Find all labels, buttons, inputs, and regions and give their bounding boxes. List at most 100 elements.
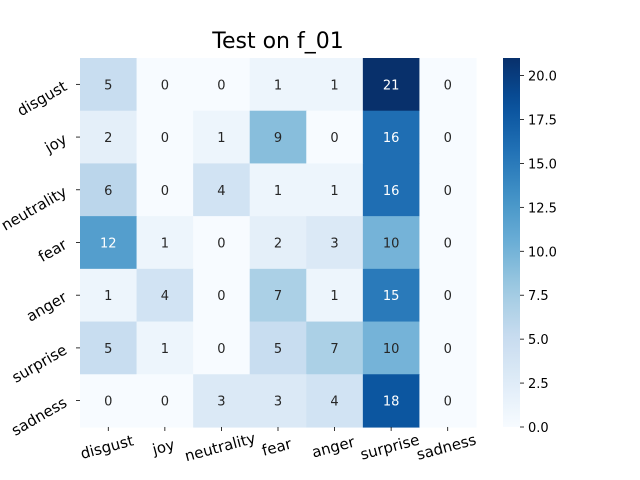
cell-value-label: 5 bbox=[274, 342, 282, 357]
x-tick-label: joy bbox=[150, 436, 177, 459]
cell-value-label: 1 bbox=[330, 184, 338, 199]
y-tick-label: fear bbox=[35, 235, 71, 266]
heatmap-cell bbox=[136, 321, 194, 375]
colorbar-tick-label: 10.0 bbox=[528, 245, 557, 260]
cell-value-label: 1 bbox=[274, 78, 282, 93]
heatmap-cells: 5 0 0 1 1 21 02 0 1 9 0 16 06 0 4 1 1 16 012 1 0 2 3 10 01 4 0 7 1 15… bbox=[80, 58, 477, 428]
cell-value-label: 0 bbox=[444, 342, 452, 357]
heatmap-cell bbox=[306, 374, 364, 428]
heatmap-cell bbox=[419, 374, 477, 428]
x-tick-label: neutrality bbox=[183, 429, 258, 465]
heatmap-cell bbox=[362, 110, 421, 165]
cell-value-label: 1 bbox=[161, 342, 169, 357]
heatmap-cell bbox=[362, 163, 421, 217]
cell-value-label: 1 bbox=[161, 236, 169, 251]
cell-value-label: 4 bbox=[217, 184, 225, 199]
colorbar-tick-label: 7.5 bbox=[528, 289, 549, 304]
heatmap-cell bbox=[306, 321, 364, 375]
cell-value-label: 4 bbox=[161, 289, 169, 304]
cell-value-label: 0 bbox=[217, 289, 225, 304]
cell-value-label: 0 bbox=[161, 395, 169, 410]
x-tick-label: fear bbox=[260, 434, 294, 459]
heatmap-cell bbox=[249, 110, 307, 165]
heatmap-cell bbox=[193, 268, 251, 323]
heatmap-cell bbox=[306, 163, 364, 217]
cell-value-label: 6 bbox=[104, 184, 112, 199]
heatmap-cell bbox=[362, 374, 421, 428]
colorbar-tick-label: 12.5 bbox=[528, 201, 557, 216]
heatmap-cell bbox=[193, 374, 251, 428]
heatmap-cell bbox=[193, 216, 251, 270]
heatmap-cell bbox=[136, 110, 194, 165]
cell-value-label: 4 bbox=[330, 395, 338, 410]
cell-value-label: 21 bbox=[383, 78, 400, 93]
y-tick-label: disgust bbox=[14, 77, 70, 120]
cell-value-label: 0 bbox=[217, 78, 225, 93]
colorbar-tick-label: 20.0 bbox=[528, 70, 557, 85]
heatmap-cell bbox=[419, 321, 477, 375]
heatmap-cell bbox=[136, 374, 194, 428]
heatmap-cell bbox=[80, 268, 138, 323]
heatmap-cell bbox=[419, 268, 477, 323]
heatmap-cell bbox=[249, 163, 307, 217]
heatmap-cell bbox=[419, 163, 477, 217]
cell-value-label: 3 bbox=[217, 395, 225, 410]
heatmap-cell bbox=[306, 216, 364, 270]
colorbar-tick-label: 17.5 bbox=[528, 114, 557, 129]
cell-value-label: 1 bbox=[217, 131, 225, 146]
colorbar-ticks: 0.0 2.5 5.0 7.5 10.0 12.5 15.0 17.5 20.0 bbox=[520, 70, 557, 436]
heatmap-cell bbox=[80, 163, 138, 217]
cell-value-label: 0 bbox=[444, 78, 452, 93]
heatmap-cell bbox=[193, 110, 251, 165]
heatmap-cell bbox=[362, 321, 421, 375]
heatmap-cell bbox=[419, 216, 477, 270]
heatmap-cell bbox=[419, 110, 477, 165]
heatmap-cell bbox=[80, 321, 138, 375]
heatmap-cell bbox=[306, 268, 364, 323]
y-tick-label: sadness bbox=[8, 393, 70, 439]
colorbar-tick-label: 0.0 bbox=[528, 421, 549, 436]
heatmap-cell bbox=[80, 110, 138, 165]
heatmap-cell bbox=[249, 58, 307, 112]
cell-value-label: 0 bbox=[444, 236, 452, 251]
heatmap-cell bbox=[249, 216, 307, 270]
y-tick-label: surprise bbox=[9, 341, 70, 387]
cell-value-label: 5 bbox=[104, 78, 112, 93]
cell-value-label: 10 bbox=[383, 236, 400, 251]
cell-value-label: 12 bbox=[100, 236, 117, 251]
cell-value-label: 2 bbox=[104, 131, 112, 146]
heatmap-cell bbox=[136, 216, 194, 270]
y-tick-label: joy bbox=[41, 130, 70, 157]
cell-value-label: 0 bbox=[161, 131, 169, 146]
x-tick-label: sadness bbox=[415, 431, 479, 464]
cell-value-label: 0 bbox=[161, 78, 169, 93]
cell-value-label: 0 bbox=[217, 342, 225, 357]
cell-value-label: 0 bbox=[217, 236, 225, 251]
cell-value-label: 0 bbox=[444, 289, 452, 304]
x-tick-labels: disgust joy neutrality fear anger surprisesad… bbox=[78, 426, 479, 465]
cell-value-label: 7 bbox=[274, 289, 282, 304]
heatmap-cell bbox=[193, 321, 251, 375]
y-tick-label: neutrality bbox=[0, 183, 70, 235]
cell-value-label: 1 bbox=[330, 289, 338, 304]
heatmap-cell bbox=[136, 163, 194, 217]
heatmap-cell bbox=[136, 268, 194, 323]
cell-value-label: 5 bbox=[104, 342, 112, 357]
cell-value-label: 16 bbox=[383, 184, 400, 199]
heatmap-cell bbox=[362, 216, 421, 270]
x-tick-label: disgust bbox=[78, 431, 135, 462]
heatmap-cell bbox=[306, 58, 364, 112]
cell-value-label: 0 bbox=[330, 131, 338, 146]
heatmap-cell bbox=[80, 58, 138, 112]
heatmap-cell bbox=[193, 58, 251, 112]
x-tick-label: surprise bbox=[358, 431, 421, 464]
cell-value-label: 1 bbox=[274, 184, 282, 199]
cell-value-label: 7 bbox=[330, 342, 338, 357]
heatmap-cell bbox=[80, 374, 138, 428]
cell-value-label: 9 bbox=[274, 131, 282, 146]
cell-value-label: 3 bbox=[330, 236, 338, 251]
cell-value-label: 0 bbox=[444, 184, 452, 199]
heatmap-cell bbox=[249, 321, 307, 375]
